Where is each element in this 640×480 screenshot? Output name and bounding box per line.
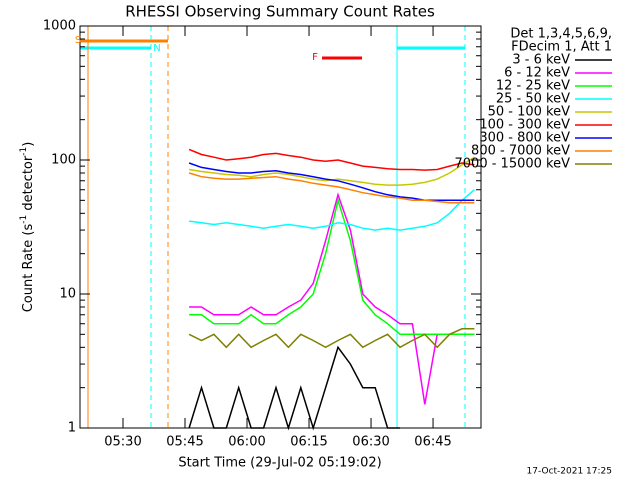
legend-label: 12 - 25 keV (496, 79, 570, 94)
y-axis-label-part: detector (21, 155, 36, 215)
series-line (188, 328, 475, 349)
series-line (188, 148, 475, 171)
annotation: F (312, 52, 318, 63)
y-axis-label-part: Count Rate (s (21, 224, 36, 313)
legend-label: 50 - 100 keV (488, 105, 571, 120)
annotation: S (75, 35, 81, 46)
legend-label: 3 - 6 keV (512, 53, 570, 68)
y-tick-label: 1 (68, 421, 76, 436)
plot-frame (79, 25, 482, 429)
x-tick-label: 06:00 (228, 435, 265, 450)
annotation: N (153, 43, 160, 54)
y-tick-label: 10 (59, 287, 76, 302)
series-line (188, 189, 475, 231)
x-tick-label: 06:45 (414, 435, 451, 450)
series-line (189, 192, 475, 405)
footer: 17-Oct-2021 17:25 (527, 467, 612, 477)
y-axis-label-part: ) (21, 142, 36, 147)
y-tick-label: 1000 (43, 19, 76, 34)
x-tick-label: 06:30 (352, 435, 389, 450)
legend-label: 100 - 300 keV (479, 118, 570, 133)
chart-title: RHESSI Observing Summary Count Rates (125, 3, 435, 21)
y-axis-label-part: -1 (19, 147, 29, 156)
x-tick-label: 05:45 (166, 435, 203, 450)
y-tick-label: 100 (51, 153, 76, 168)
x-axis-label: Start Time (29-Jul-02 05:19:02) (178, 456, 381, 471)
x-tick-label: 05:30 (104, 435, 141, 450)
y-axis-label-part: -1 (19, 215, 29, 224)
legend-header: FDecim 1, Att 1 (511, 40, 612, 55)
series-line (188, 172, 475, 204)
x-tick-label: 06:15 (290, 435, 327, 450)
legend-label: 300 - 800 keV (479, 131, 570, 146)
legend-label: 25 - 50 keV (496, 92, 570, 107)
legend-label: 7000 - 15000 keV (455, 157, 571, 172)
legend-label: 6 - 12 keV (504, 66, 570, 81)
series-line (189, 197, 475, 336)
legend-header: Det 1,3,4,5,6,9, (510, 27, 612, 42)
y-axis-label: Count Rate (s-1 detector-1) (19, 142, 36, 313)
legend-label: 800 - 7000 keV (471, 144, 570, 159)
